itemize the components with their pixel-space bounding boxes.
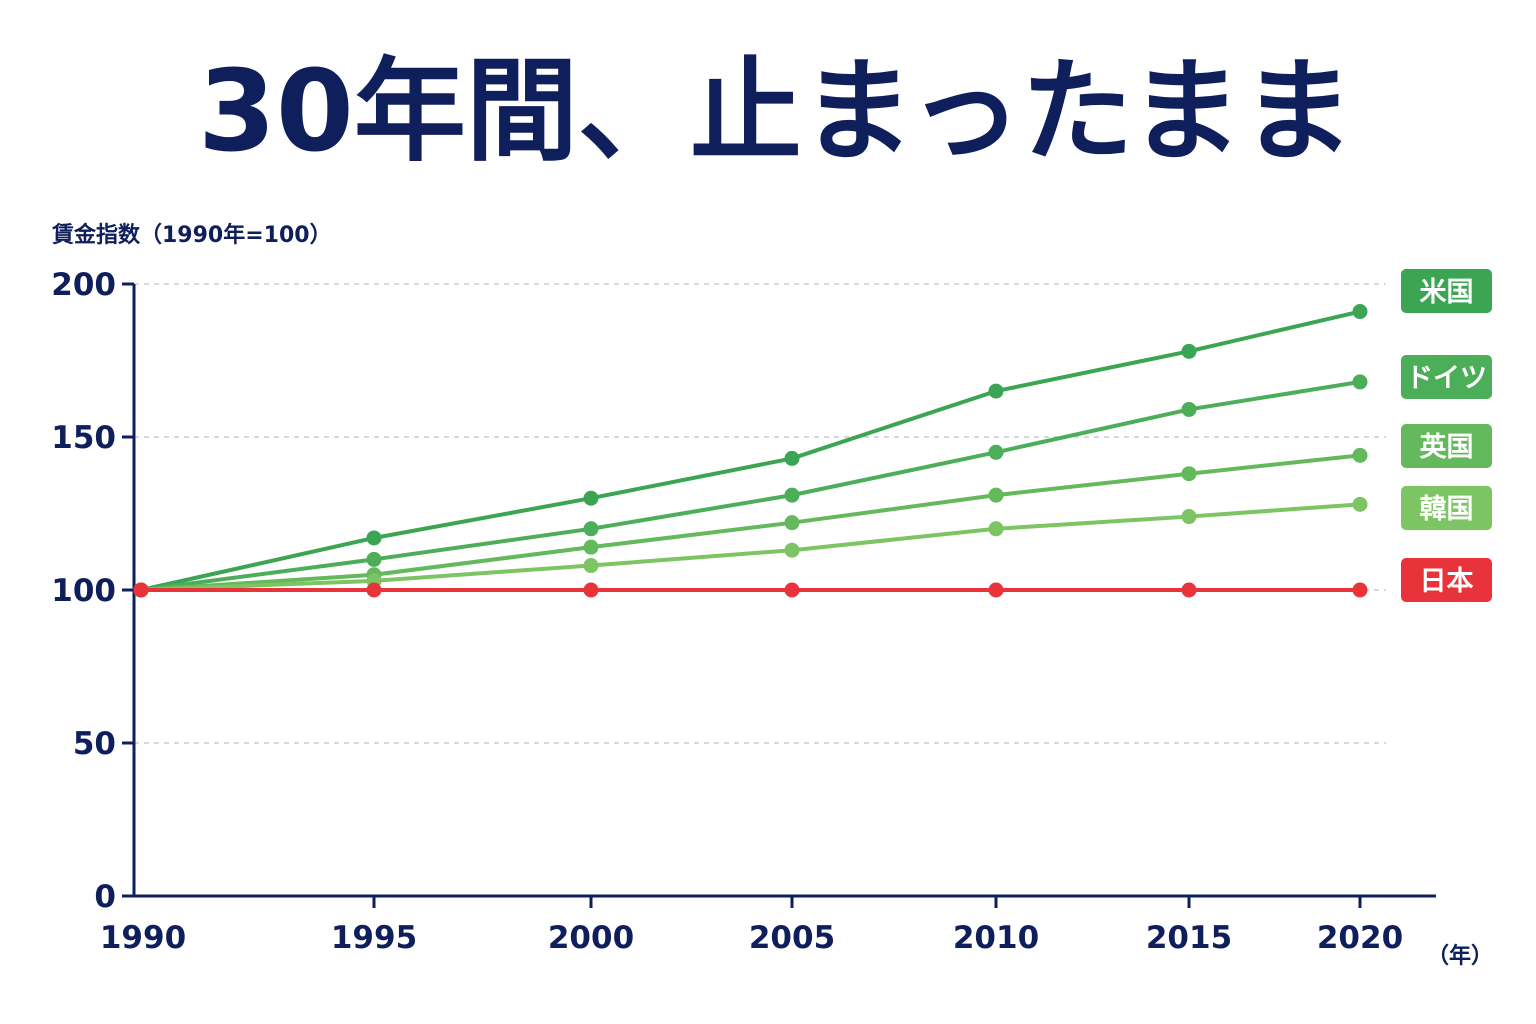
legend-item-韓国: 韓国 bbox=[1401, 486, 1492, 530]
y-axis-label: 賃金指数（1990年=100） bbox=[51, 222, 332, 248]
x-tick-label: 2020 bbox=[1317, 920, 1403, 956]
x-tick-label: 1990 bbox=[100, 920, 186, 956]
data-point bbox=[1352, 496, 1368, 512]
x-tick-label: 2000 bbox=[548, 920, 634, 956]
legend-item-英国: 英国 bbox=[1401, 424, 1492, 468]
series-line bbox=[139, 309, 1362, 592]
series-lines bbox=[133, 304, 1368, 598]
data-point bbox=[988, 444, 1004, 460]
series-ドイツ bbox=[133, 374, 1368, 598]
data-point bbox=[366, 551, 382, 567]
data-point bbox=[583, 490, 599, 506]
legend-item-日本: 日本 bbox=[1401, 558, 1492, 602]
legend-label: 日本 bbox=[1420, 566, 1474, 597]
data-point bbox=[1352, 447, 1368, 463]
x-tick-label: 2010 bbox=[953, 920, 1039, 956]
x-tick-label: 2005 bbox=[749, 920, 835, 956]
data-point bbox=[1181, 343, 1197, 359]
data-point bbox=[1181, 509, 1197, 525]
data-point bbox=[1181, 401, 1197, 417]
series-line bbox=[139, 453, 1362, 592]
data-point bbox=[583, 558, 599, 574]
data-point bbox=[1181, 466, 1197, 482]
legend-item-米国: 米国 bbox=[1401, 269, 1492, 313]
data-point bbox=[1352, 304, 1368, 320]
legend-label: ドイツ bbox=[1406, 363, 1487, 394]
series-line bbox=[139, 379, 1362, 592]
x-tick-label: 2015 bbox=[1146, 920, 1232, 956]
legend-item-ドイツ: ドイツ bbox=[1401, 355, 1492, 399]
data-point bbox=[988, 582, 1004, 598]
y-tick-label: 0 bbox=[94, 879, 116, 915]
data-point bbox=[583, 539, 599, 555]
legend-badge bbox=[1401, 424, 1492, 468]
data-point bbox=[583, 521, 599, 537]
x-tick-label: 1995 bbox=[331, 920, 417, 956]
data-point bbox=[988, 521, 1004, 537]
data-point bbox=[366, 582, 382, 598]
series-日本 bbox=[133, 582, 1368, 598]
x-axis-unit: （年） bbox=[1427, 943, 1493, 969]
gridlines bbox=[134, 283, 1386, 744]
chart-title: 30年間、止まったまま bbox=[198, 47, 1354, 177]
axes: 0 50 100 150 200 1990 1995 2000 2005 2010 2015 2020 bbox=[51, 267, 1436, 956]
data-point bbox=[784, 487, 800, 503]
series-英国 bbox=[133, 447, 1368, 598]
y-tick-label: 100 bbox=[51, 573, 116, 609]
data-point bbox=[784, 515, 800, 531]
legend-badge bbox=[1401, 486, 1492, 530]
data-point bbox=[784, 450, 800, 466]
legend-label: 米国 bbox=[1420, 277, 1474, 308]
y-tick-label: 50 bbox=[73, 726, 116, 762]
data-point bbox=[784, 542, 800, 558]
data-point bbox=[784, 582, 800, 598]
series-韓国 bbox=[133, 496, 1368, 598]
legend-label: 韓国 bbox=[1420, 494, 1474, 525]
data-point bbox=[1352, 582, 1368, 598]
y-tick-label: 150 bbox=[51, 420, 116, 456]
legend-label: 英国 bbox=[1420, 432, 1474, 463]
data-point bbox=[988, 487, 1004, 503]
y-tick-label: 200 bbox=[51, 267, 116, 303]
legend-badge bbox=[1401, 269, 1492, 313]
data-point bbox=[583, 582, 599, 598]
legend-badge bbox=[1401, 355, 1492, 399]
legend-badge bbox=[1401, 558, 1492, 602]
data-point bbox=[133, 582, 149, 598]
data-point bbox=[988, 383, 1004, 399]
data-point bbox=[1181, 582, 1197, 598]
data-point bbox=[1352, 374, 1368, 390]
data-point bbox=[366, 530, 382, 546]
